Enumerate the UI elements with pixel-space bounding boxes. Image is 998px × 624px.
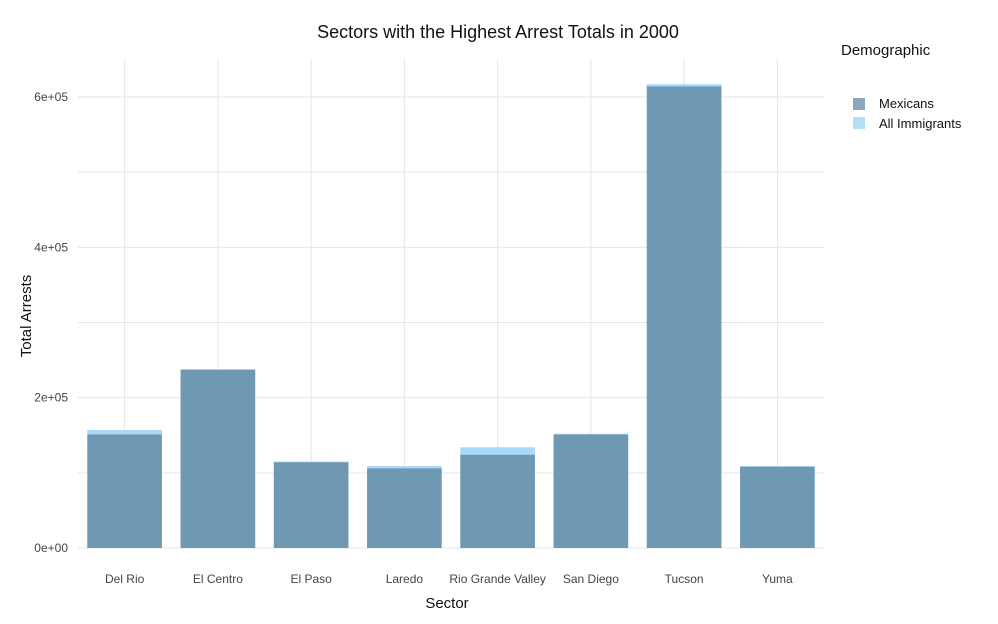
x-axis-title: Sector bbox=[425, 595, 468, 612]
x-tick-label: San Diego bbox=[563, 572, 619, 586]
x-tick-label: Rio Grande Valley bbox=[449, 572, 546, 586]
x-tick-label: El Centro bbox=[193, 572, 243, 586]
x-tick-label: Del Rio bbox=[105, 572, 145, 586]
y-axis-ticks: 0e+00 2e+05 4e+05 6e+05 bbox=[34, 90, 68, 555]
chart-title: Sectors with the Highest Arrest Totals i… bbox=[317, 22, 679, 42]
y-tick-label: 2e+05 bbox=[34, 391, 68, 405]
bars bbox=[87, 84, 815, 548]
bar-mexicans bbox=[553, 434, 629, 548]
bar-mexicans bbox=[740, 466, 815, 548]
legend-swatch-mexicans bbox=[853, 98, 865, 110]
y-tick-label: 0e+00 bbox=[34, 541, 68, 555]
legend-swatch-all-immigrants bbox=[853, 117, 865, 129]
bar-mexicans bbox=[273, 462, 349, 548]
legend-label-all-immigrants: All Immigrants bbox=[879, 116, 962, 131]
bar-mexicans bbox=[367, 468, 442, 548]
y-axis-title: Total Arrests bbox=[18, 275, 35, 358]
legend-title: Demographic bbox=[841, 42, 931, 59]
x-tick-label: El Paso bbox=[290, 572, 332, 586]
bar-mexicans bbox=[460, 454, 535, 548]
x-axis-ticks: Del Rio El Centro El Paso Laredo Rio Grande … bbox=[105, 572, 793, 586]
x-tick-label: Yuma bbox=[762, 572, 793, 586]
x-tick-label: Tucson bbox=[665, 572, 704, 586]
y-tick-label: 6e+05 bbox=[34, 90, 68, 104]
bar-mexicans bbox=[646, 86, 722, 548]
x-tick-label: Laredo bbox=[386, 572, 424, 586]
bar-mexicans bbox=[180, 369, 256, 548]
bar-mexicans bbox=[87, 434, 162, 548]
y-tick-label: 4e+05 bbox=[34, 240, 68, 254]
legend: Demographic Mexicans All Immigrants bbox=[841, 42, 962, 131]
legend-label-mexicans: Mexicans bbox=[879, 96, 934, 111]
